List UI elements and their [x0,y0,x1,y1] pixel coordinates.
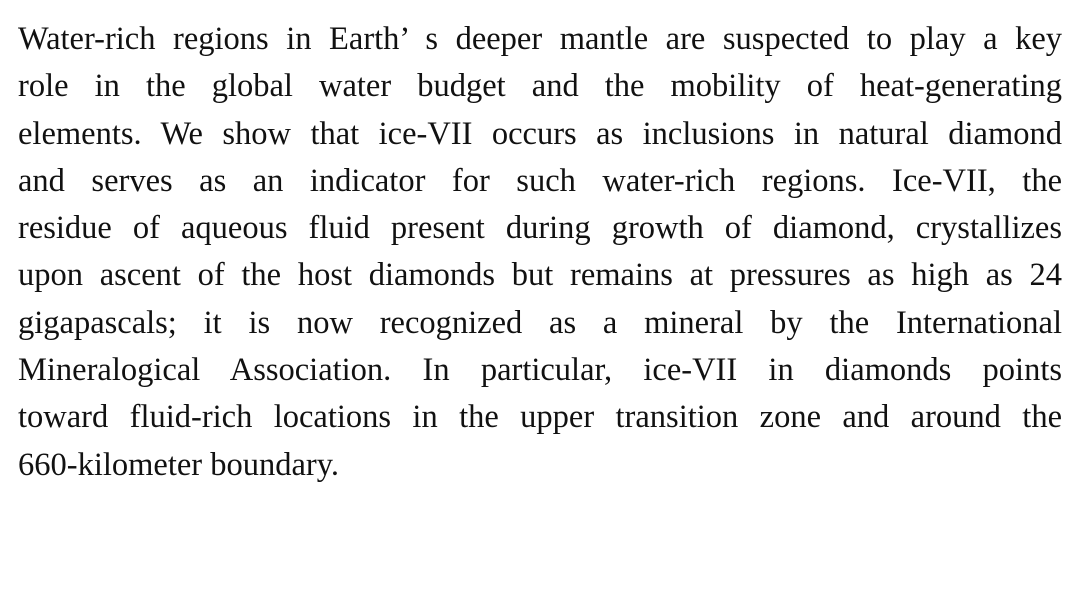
text-line: residue of aqueous fluid present during … [18,210,1062,247]
text-line: Mineralogical Association. In particular… [18,352,1062,389]
text-line: gigapascals; it is now recognized as a m… [18,304,1062,341]
text-line: and serves as an indicator for such wate… [18,162,1062,199]
text-line: toward fluid-rich locations in the upper… [18,399,1062,436]
text-line: upon ascent of the host diamonds but rem… [18,257,1062,294]
text-line: 660-kilometer boundary. [18,446,340,483]
abstract-paragraph: Water-rich regions in Earth’ s deeper ma… [18,16,1062,489]
text-line: elements. We show that ice-VII occurs as… [18,115,1062,152]
text-line: Water-rich regions in Earth’ s deeper ma… [18,21,1062,57]
text-line: role in the global water budget and the … [18,68,1062,105]
